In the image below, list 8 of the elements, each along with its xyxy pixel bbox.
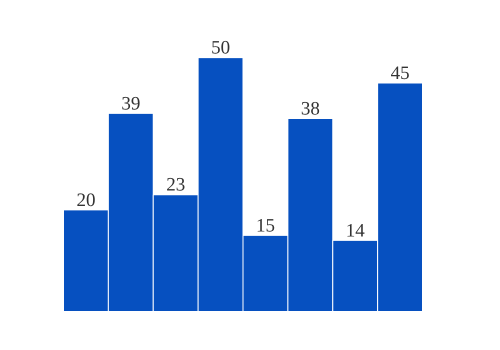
data-label: 39 [121,93,140,114]
data-label: 14 [346,220,366,242]
data-label: 20 [76,190,96,211]
data-label: 45 [390,62,410,84]
data-label: 50 [211,38,230,59]
data-label: 23 [166,174,186,196]
data-label: 15 [256,215,275,236]
data-label: 38 [300,98,320,120]
